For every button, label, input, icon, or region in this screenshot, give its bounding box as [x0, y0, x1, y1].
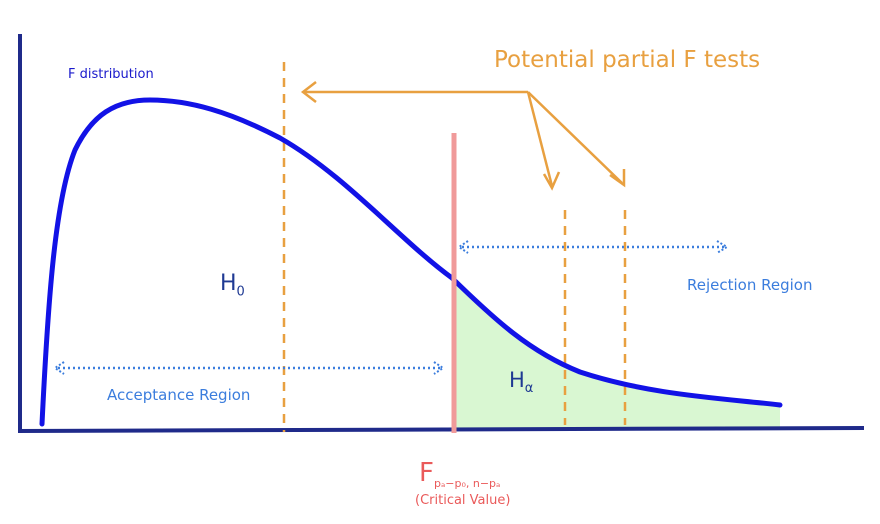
x-axis — [18, 428, 864, 431]
critical-value-base: F — [419, 458, 434, 488]
critical-value-caption: (Critical Value) — [415, 493, 510, 508]
alt-hypothesis-label: Hα — [509, 368, 533, 396]
alt-hypothesis-base: H — [509, 368, 525, 392]
rejection-region-fill — [452, 280, 780, 430]
alt-hypothesis-subscript: α — [525, 381, 534, 396]
acceptance-region-label: Acceptance Region — [107, 386, 250, 404]
rejection-region-label: Rejection Region — [687, 276, 812, 294]
annotation-title: Potential partial F tests — [494, 47, 760, 73]
curve-label: F distribution — [68, 67, 154, 82]
null-hypothesis-subscript: 0 — [237, 284, 245, 299]
critical-value-symbol: Fpₐ−p₀, n−pₐ — [419, 458, 500, 490]
null-hypothesis-label: H0 — [220, 271, 245, 299]
annotation-arrow-right — [528, 92, 622, 183]
annotation-arrow-mid — [528, 92, 552, 186]
critical-value-subscript: pₐ−p₀, n−pₐ — [434, 477, 500, 490]
null-hypothesis-base: H — [220, 271, 237, 296]
f-distribution-curve — [42, 100, 780, 424]
